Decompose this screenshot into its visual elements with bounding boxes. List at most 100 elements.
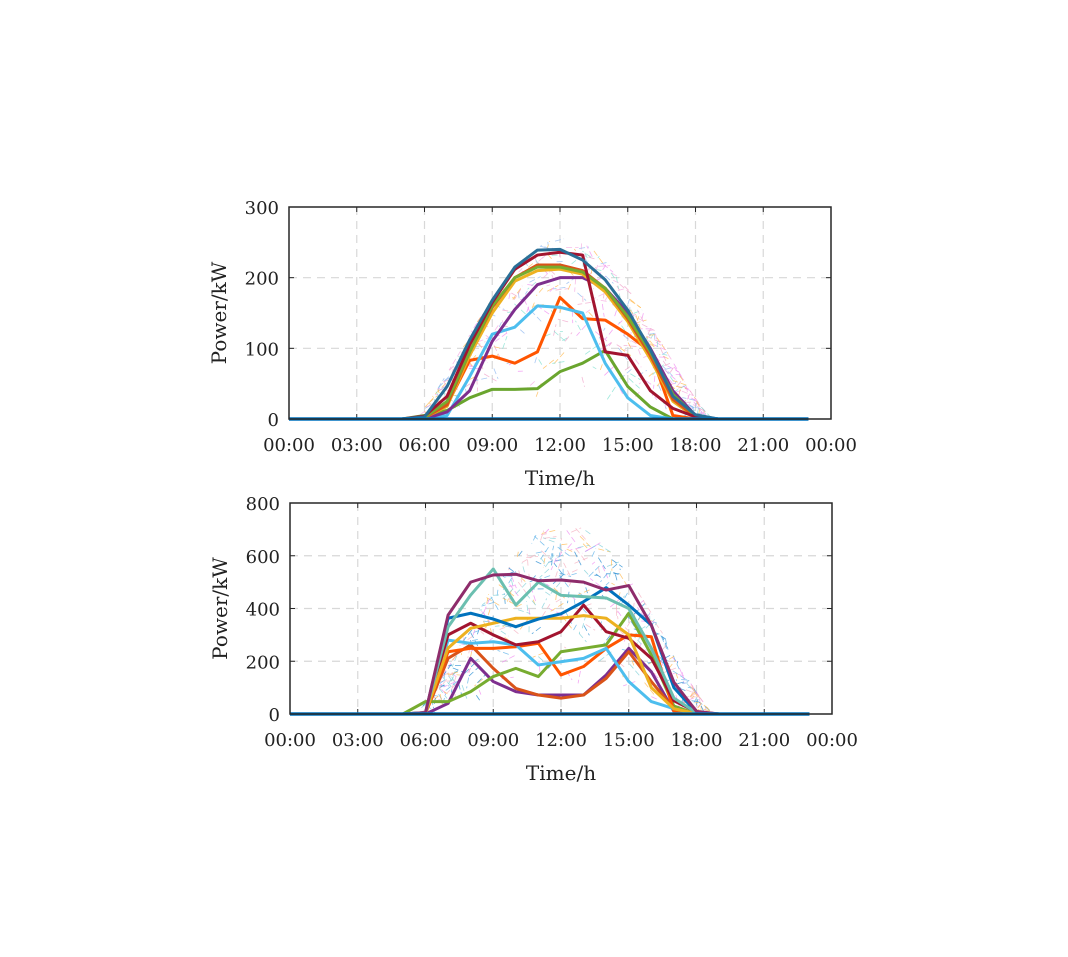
scenario-line <box>441 689 448 697</box>
scenario-line <box>564 547 573 552</box>
scenario-line <box>614 572 618 581</box>
scenario-line <box>518 267 523 273</box>
scenario-line <box>450 689 453 693</box>
scenario-line <box>605 275 614 284</box>
x-tick-label: 15:00 <box>602 435 654 456</box>
scenario-line <box>598 265 611 267</box>
y-tick-label: 0 <box>269 705 280 726</box>
scenario-line <box>641 323 655 331</box>
scenario-line <box>437 376 450 389</box>
scenario-line <box>672 654 680 670</box>
scenario-line <box>550 545 555 560</box>
x-tick-label: 03:00 <box>331 435 383 456</box>
series-line-s4 <box>289 263 809 421</box>
scenario-line <box>552 573 565 585</box>
scenario-line <box>641 620 655 623</box>
scenario-line <box>531 626 541 635</box>
scenario-line <box>662 353 668 356</box>
scenario-line <box>525 283 534 286</box>
scenario-line <box>598 566 601 577</box>
scenario-line <box>613 280 621 284</box>
scenario-line <box>619 283 633 296</box>
scenario-line <box>473 377 488 382</box>
scenario-line <box>585 309 591 313</box>
scenario-line <box>511 576 517 589</box>
scenario-line <box>517 285 523 295</box>
scenario-line <box>611 272 621 279</box>
scenario-line <box>615 276 619 289</box>
scenario-line <box>553 587 567 601</box>
scenario-line <box>550 557 557 571</box>
scenario-line <box>652 362 666 375</box>
scenario-line <box>432 697 436 709</box>
scenario-line <box>614 306 619 317</box>
scenario-line <box>498 584 508 592</box>
scenario-line <box>541 245 556 259</box>
scenario-line <box>629 663 640 676</box>
chart-1: 00:00 03:00 06:00 09:00 12:00 15:00 18:00 21:00… <box>207 198 857 490</box>
scenario-line <box>566 530 576 543</box>
scenario-line <box>489 637 494 641</box>
scenario-line <box>534 535 545 546</box>
scenario-line <box>557 553 566 558</box>
scenario-line <box>473 345 481 348</box>
x-tick-label: 06:00 <box>399 435 451 456</box>
scenario-line <box>552 361 565 364</box>
scenario-line <box>582 543 588 549</box>
scenario-line <box>502 336 508 349</box>
scenario-line <box>443 691 448 695</box>
x-tick-label: 21:00 <box>737 435 789 456</box>
scenario-line <box>481 601 495 607</box>
scenario-line <box>626 337 637 345</box>
scenario-line <box>656 341 659 351</box>
scenario-line <box>553 287 566 290</box>
scenario-line <box>535 561 545 566</box>
scenario-line <box>437 389 440 394</box>
chart-2: 00:00 03:00 06:00 09:00 12:00 15:00 18:00 21:00… <box>208 494 858 785</box>
scenario-line <box>487 607 491 616</box>
scenario-line <box>559 575 570 589</box>
scenario-line <box>589 578 601 587</box>
scenario-line <box>703 708 712 713</box>
scenario-line <box>692 687 698 695</box>
scenario-line <box>674 670 679 679</box>
x-tick-label: 09:00 <box>467 730 519 751</box>
scenario-line <box>627 306 634 314</box>
scenario-line <box>595 263 599 271</box>
scenario-line <box>526 601 529 611</box>
scenario-line <box>662 360 669 369</box>
scenario-line <box>645 333 655 336</box>
scenario-line <box>575 527 588 542</box>
scenario-line <box>566 569 578 575</box>
scenario-line <box>694 396 700 407</box>
axes-frame <box>289 502 833 715</box>
scenario-line <box>661 351 668 355</box>
scenario-line <box>508 567 514 572</box>
scenario-line <box>631 603 646 618</box>
scenario-line <box>581 548 591 554</box>
scenario-line <box>675 385 687 389</box>
scenario-line <box>596 299 607 302</box>
scenario-line <box>618 572 628 587</box>
scenario-line <box>577 589 590 596</box>
scenario-line <box>448 669 457 685</box>
scenario-line <box>506 589 512 602</box>
scenario-line <box>646 336 654 346</box>
scenario-line <box>677 680 690 684</box>
scenario-line <box>606 386 616 400</box>
x-tick-label: 06:00 <box>400 730 452 751</box>
scenario-line <box>700 411 711 417</box>
scenario-line <box>700 706 702 715</box>
scenario-line <box>535 550 547 554</box>
scenario-line <box>644 329 654 332</box>
scenario-line <box>493 368 499 380</box>
scenario-line <box>656 337 669 354</box>
scenario-line <box>663 667 677 673</box>
scenario-line <box>681 390 694 396</box>
scenario-line <box>653 375 656 389</box>
scenario-line <box>498 322 502 328</box>
scenario-line <box>550 603 564 612</box>
scenario-line <box>518 549 524 556</box>
scenario-line <box>537 554 545 563</box>
